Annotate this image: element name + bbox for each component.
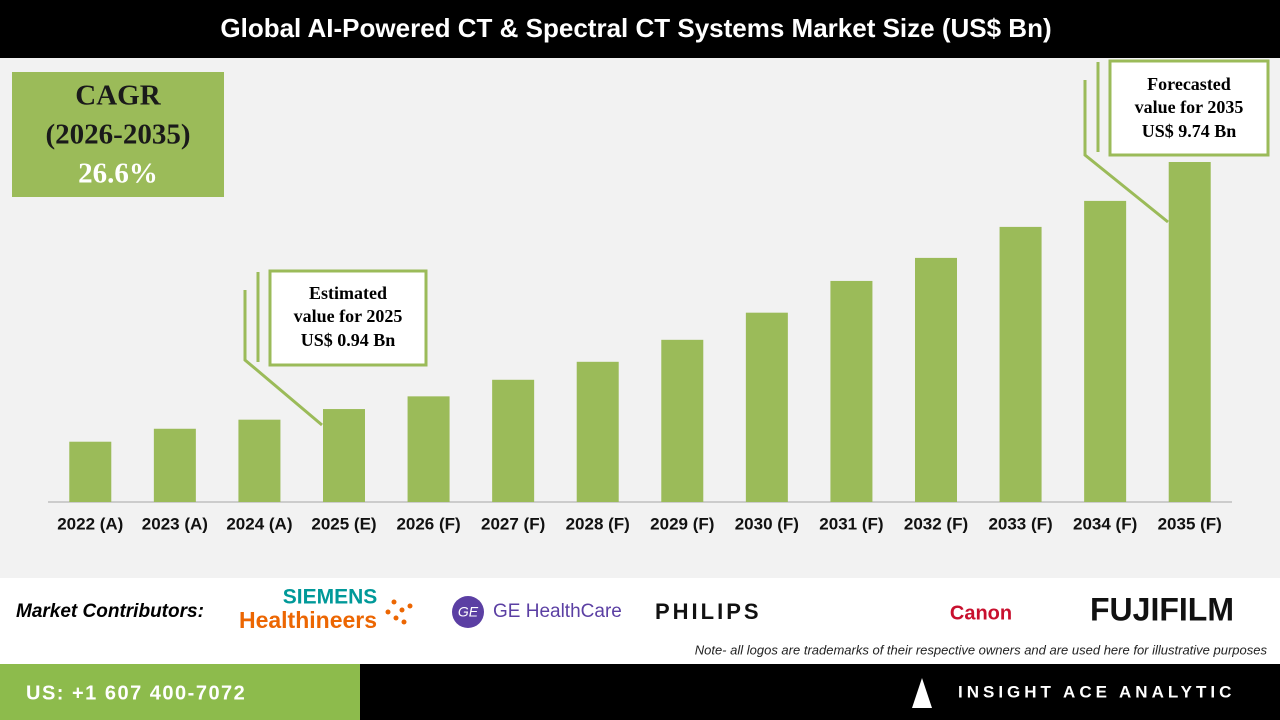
bar <box>830 280 873 502</box>
bar <box>238 419 281 502</box>
callout-text: Forecasted <box>1147 74 1231 94</box>
logo-dots <box>385 599 413 625</box>
x-tick-label: 2022 (A) <box>57 514 123 533</box>
bar <box>745 312 788 502</box>
callout-text: value for 2035 <box>1135 97 1244 117</box>
bar <box>323 409 365 502</box>
bars <box>69 162 1211 502</box>
cagr-period: (2026-2035) <box>46 119 191 151</box>
brand: INSIGHT ACE ANALYTIC <box>958 682 1235 701</box>
x-tick-label: 2027 (F) <box>481 514 545 533</box>
x-tick-label: 2028 (F) <box>566 514 630 533</box>
logo: Canon <box>950 602 1012 624</box>
x-tick-label: 2023 (A) <box>142 514 208 533</box>
logo: SIEMENS <box>283 586 378 609</box>
title-bar <box>0 0 1280 58</box>
x-tick-label: 2033 (F) <box>988 514 1052 533</box>
callout-box <box>268 269 428 367</box>
cagr-value: 26.6% <box>78 158 158 190</box>
bar <box>492 379 535 502</box>
brand-icon <box>912 678 932 708</box>
bar <box>999 226 1042 502</box>
callout-box <box>1108 59 1270 157</box>
bar <box>153 428 196 502</box>
callout-leader <box>1083 80 1169 224</box>
bar <box>1168 162 1211 502</box>
phone: US: +1 607 400-7072 <box>26 682 246 704</box>
bar <box>69 441 112 502</box>
callout-text: value for 2025 <box>294 306 403 326</box>
logo: Healthineers <box>239 607 377 633</box>
x-tick-label: 2031 (F) <box>819 514 883 533</box>
x-tick-label: 2035 (F) <box>1158 514 1222 533</box>
logo: PHILIPS <box>655 599 762 624</box>
cagr-box <box>12 72 224 197</box>
cagr-label: CAGR <box>75 80 161 112</box>
x-tick-label: 2025 (E) <box>311 514 376 533</box>
bar <box>576 361 619 502</box>
footer-right <box>360 664 1280 720</box>
bar <box>661 339 704 502</box>
ge-emblem <box>452 596 484 628</box>
callout-leader <box>243 290 323 427</box>
ge-monogram: GE <box>458 604 479 620</box>
x-tick-label: 2032 (F) <box>904 514 968 533</box>
x-tick-label: 2030 (F) <box>735 514 799 533</box>
callout-text: Estimated <box>309 283 387 303</box>
bar <box>915 257 957 502</box>
logo: GE HealthCare <box>493 601 622 622</box>
bar <box>1084 200 1127 502</box>
x-tick-label: 2029 (F) <box>650 514 714 533</box>
x-tick-label: 2026 (F) <box>396 514 460 533</box>
chart-title: Global AI-Powered CT & Spectral CT Syste… <box>220 13 1051 43</box>
x-tick-label: 2034 (F) <box>1073 514 1137 533</box>
callout-text: US$ 9.74 Bn <box>1142 121 1237 141</box>
contributors-label: Market Contributors: <box>16 601 204 622</box>
callout-text: US$ 0.94 Bn <box>301 330 396 350</box>
note: Note- all logos are trademarks of their … <box>695 642 1268 657</box>
logo: FUJIFILM <box>1090 591 1234 627</box>
x-tick-label: 2024 (A) <box>226 514 292 533</box>
footer-left <box>0 664 360 720</box>
bar <box>407 396 450 502</box>
